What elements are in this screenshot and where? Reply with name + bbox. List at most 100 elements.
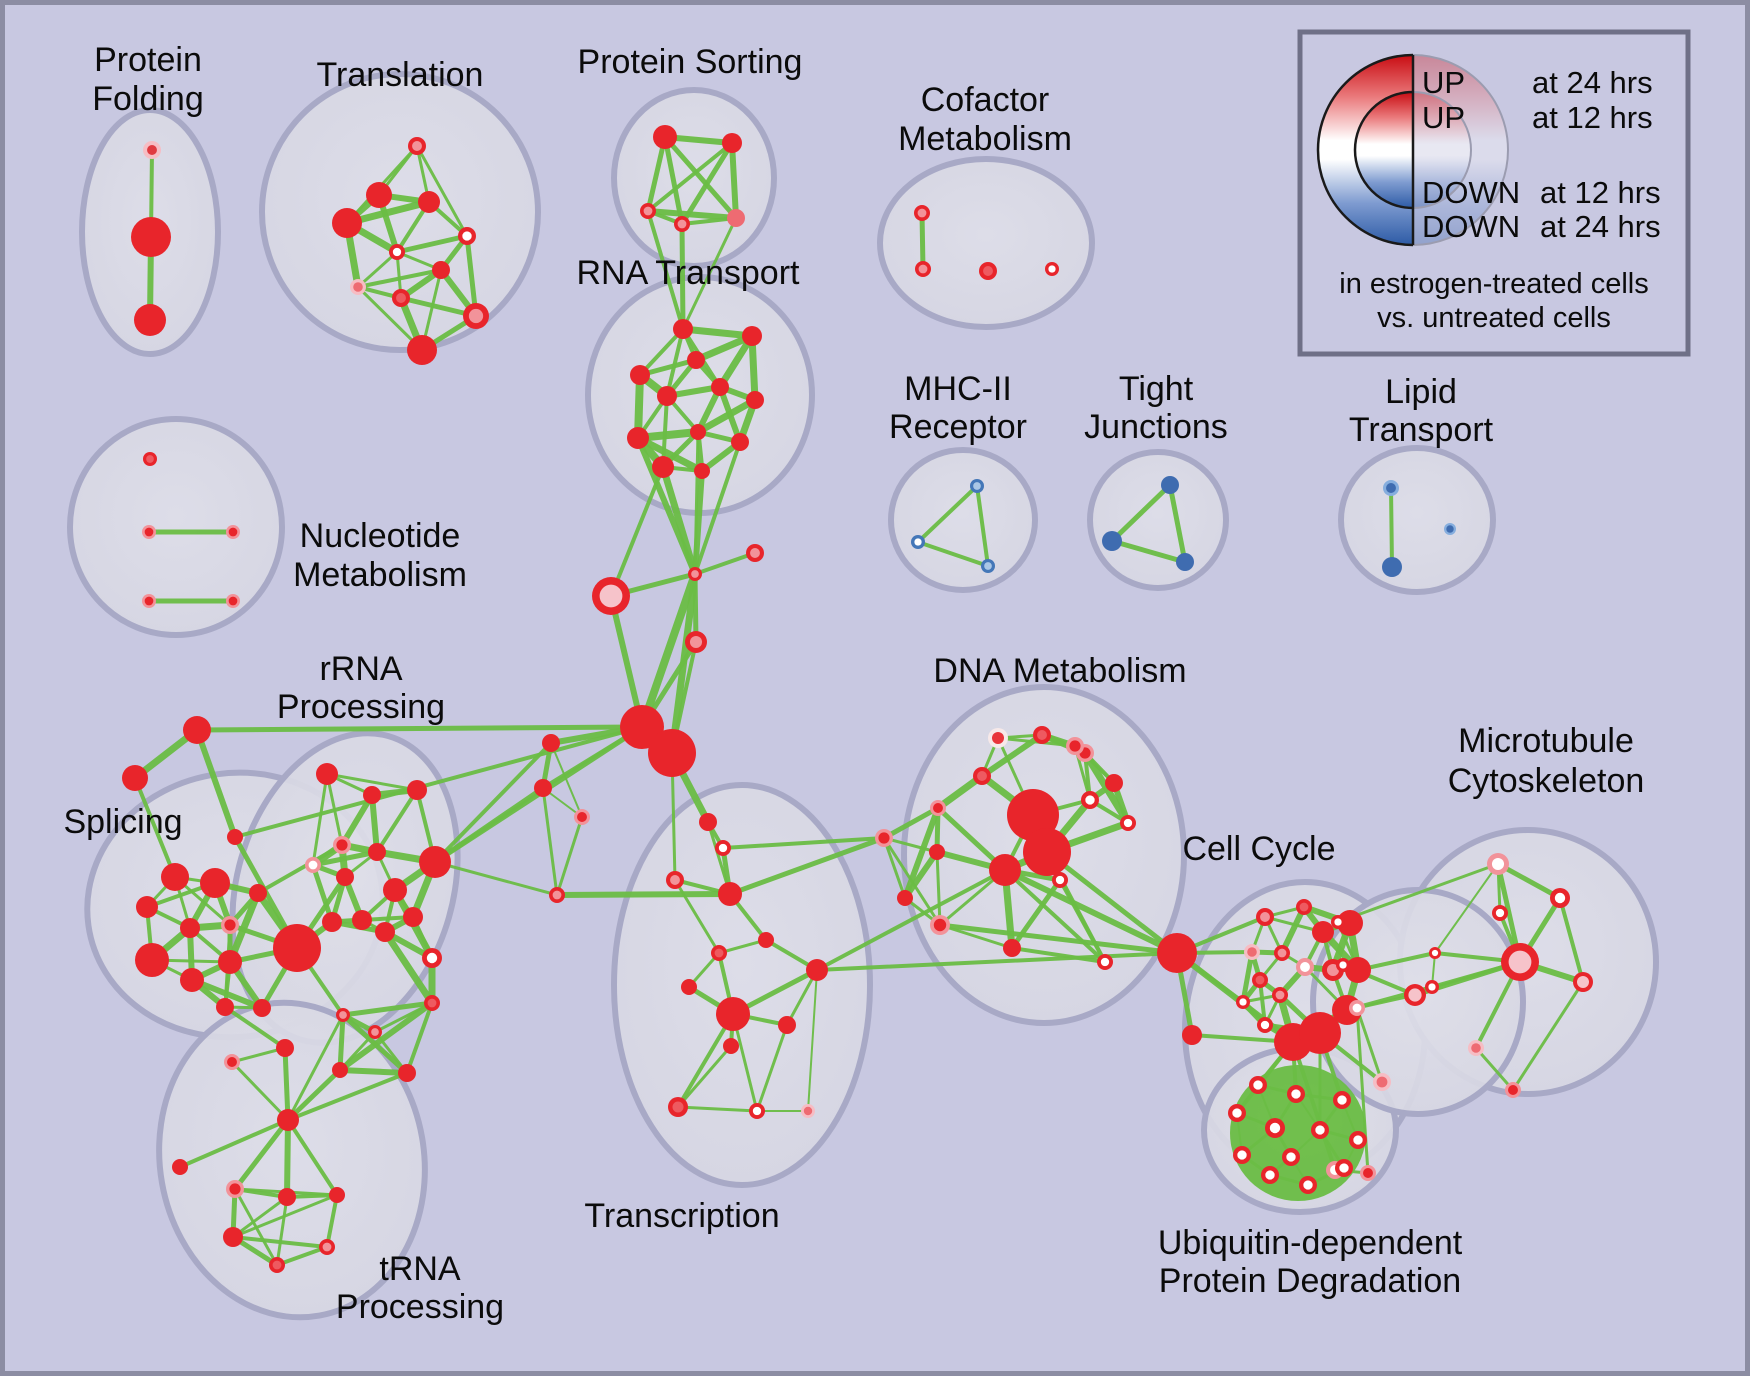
- legend-direction-label: DOWN: [1422, 175, 1520, 210]
- gene-node-center: [144, 527, 154, 537]
- gene-node: [249, 884, 267, 902]
- cluster-label-tight: Junctions: [1084, 408, 1228, 446]
- interaction-edge: [337, 1067, 410, 1076]
- interaction-edge: [882, 836, 907, 900]
- gene-node: [407, 335, 437, 365]
- interaction-edge: [1434, 863, 1499, 954]
- gene-node-center: [1554, 892, 1566, 904]
- interaction-edge: [282, 1045, 291, 1123]
- interaction-edge: [337, 1000, 435, 1073]
- interaction-edge: [608, 593, 645, 730]
- gene-node: [135, 943, 169, 977]
- interaction-edge: [1495, 861, 1563, 901]
- legend-donut-inner-right: [1413, 92, 1471, 208]
- gene-node: [1312, 921, 1334, 943]
- gene-node-center: [672, 1101, 684, 1113]
- gene-node-center: [1495, 908, 1505, 918]
- interaction-edge: [694, 396, 759, 436]
- interaction-edge: [916, 484, 979, 544]
- gene-node: [1337, 910, 1363, 936]
- gene-node: [657, 386, 677, 406]
- gene-node-center: [228, 596, 238, 606]
- interaction-edge: [902, 805, 941, 901]
- gene-node: [322, 912, 342, 932]
- gene-node: [180, 968, 204, 992]
- gene-node-center: [1265, 1170, 1275, 1180]
- interaction-edge: [815, 951, 1179, 972]
- gene-node: [223, 1227, 243, 1247]
- gene-node: [673, 319, 693, 339]
- interaction-edge: [748, 332, 759, 404]
- gene-node-center: [1326, 963, 1340, 977]
- interaction-edge: [541, 786, 559, 897]
- interaction-edge: [1240, 949, 1255, 1005]
- interaction-edge: [275, 1245, 329, 1267]
- gene-node-center: [1353, 1135, 1363, 1145]
- gene-node: [136, 896, 158, 918]
- gene-node: [687, 351, 705, 369]
- module-ellipse-cofactor: [877, 156, 1095, 330]
- cluster-label-translation: Translation: [317, 56, 484, 94]
- legend-direction-label: UP: [1422, 100, 1465, 135]
- interaction-edge: [727, 835, 887, 897]
- gene-node-center: [1232, 1108, 1242, 1118]
- gene-node-center: [933, 918, 947, 932]
- gene-node-center: [552, 890, 562, 900]
- gene-node-center: [1277, 948, 1287, 958]
- interaction-edge: [285, 1067, 343, 1123]
- legend-time-label: at 12 hrs: [1532, 100, 1653, 135]
- gene-node-center: [1334, 918, 1342, 926]
- interaction-edge: [1336, 862, 1500, 924]
- gene-node: [1157, 933, 1197, 973]
- gene-node: [1105, 774, 1123, 792]
- gene-node: [1161, 476, 1179, 494]
- interaction-edge: [676, 1012, 735, 1109]
- gene-node-center: [1386, 483, 1396, 493]
- cluster-label-splicing: Splicing: [63, 803, 182, 841]
- legend-outer-arc-left: [1316, 53, 1414, 247]
- interaction-edge: [729, 140, 739, 221]
- interaction-edge: [415, 144, 469, 238]
- gene-node: [418, 191, 440, 213]
- gene-node-center: [1048, 265, 1056, 273]
- gene-node: [200, 868, 230, 898]
- gene-node-center: [1299, 902, 1309, 912]
- interaction-edge: [231, 1193, 339, 1239]
- cluster-label-nucleotide: Metabolism: [293, 556, 467, 594]
- interaction-edge: [638, 570, 699, 731]
- gene-node: [727, 209, 745, 227]
- gene-node: [183, 716, 211, 744]
- interaction-edge: [935, 850, 942, 927]
- gene-node-center: [1431, 949, 1439, 957]
- interaction-edge: [256, 843, 344, 895]
- gene-node: [366, 182, 392, 208]
- gene-node-center: [272, 1260, 282, 1270]
- gene-node: [778, 1016, 796, 1034]
- interaction-edge: [693, 430, 700, 576]
- gene-node: [1382, 557, 1402, 577]
- interaction-edge: [1558, 896, 1585, 984]
- cluster-label-lipid: Lipid: [1385, 373, 1457, 411]
- legend-direction-label: UP: [1422, 65, 1465, 100]
- gene-node: [1299, 1012, 1341, 1054]
- gene-node-center: [147, 145, 157, 155]
- interaction-edge: [1010, 946, 1107, 964]
- gene-node: [352, 910, 372, 930]
- gene-node-center: [977, 771, 987, 781]
- gene-node: [681, 979, 697, 995]
- interaction-edge: [634, 434, 706, 475]
- interaction-edge: [659, 463, 699, 578]
- interaction-edge: [937, 922, 1180, 956]
- gene-node: [542, 734, 560, 752]
- gene-node: [806, 959, 828, 981]
- interaction-edge: [464, 233, 479, 319]
- interaction-edge: [405, 1001, 434, 1075]
- cluster-label-rrna: Processing: [277, 688, 445, 726]
- interaction-edge: [717, 938, 768, 955]
- legend-inner-arc-left: [1353, 90, 1414, 210]
- gene-node: [131, 217, 171, 257]
- gene-node-center: [1069, 740, 1081, 752]
- gene-node-center: [1508, 1085, 1518, 1095]
